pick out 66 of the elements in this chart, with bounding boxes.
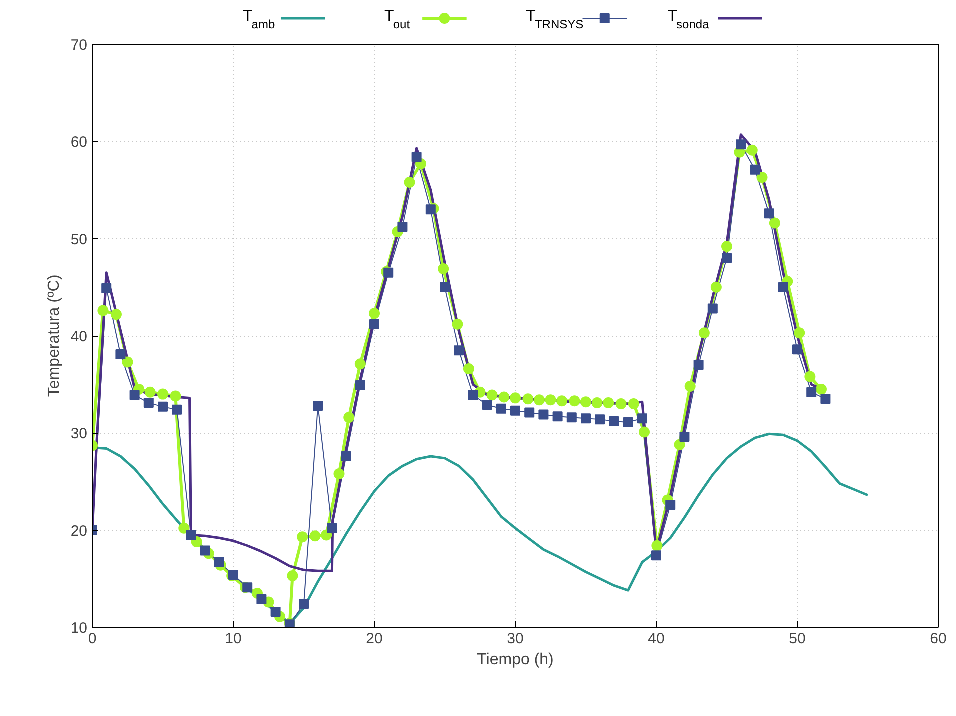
point [144,398,154,408]
point [355,380,366,391]
point [102,283,112,294]
point [524,408,535,418]
point [722,253,732,264]
point [158,402,168,412]
point [792,344,802,355]
point [426,204,436,215]
y-tick-label: 40 [70,328,88,346]
point [680,432,690,442]
x-tick-label: 40 [648,630,665,648]
x-tick-label: 60 [930,630,947,648]
y-tick-label: 10 [70,620,88,637]
point [652,550,662,561]
point [820,394,831,404]
point [750,164,760,175]
y-tick-label: 30 [70,426,88,443]
x-tick-label: 50 [789,630,806,648]
point [299,599,309,610]
point [440,282,450,292]
y-tick-label: 20 [70,522,88,540]
point [130,390,140,400]
point [595,414,606,425]
x-axis-title: Tiempo (h) [477,652,554,668]
point [256,594,267,604]
x-tick-label: 10 [225,630,242,648]
point [454,346,464,356]
point [482,400,492,410]
point [708,304,718,314]
point [510,406,520,416]
point [736,140,746,150]
point [694,360,704,370]
x-tick-label: 0 [88,630,97,648]
point [552,412,563,422]
point [341,451,352,462]
point [186,530,196,540]
point [370,319,380,330]
point [764,208,774,219]
point [623,417,634,428]
y-axis-title: Temperatura (ºC) [46,274,63,398]
point [200,546,210,556]
point [412,152,422,162]
y-tick-label: 50 [70,231,88,248]
point [313,400,324,411]
y-tick-label: 70 [70,37,88,54]
point [566,412,577,423]
point [172,404,182,415]
point [538,410,549,420]
point [398,222,408,232]
point [666,500,676,510]
point [327,523,338,534]
point [270,606,281,617]
point [778,282,788,292]
point [242,582,253,593]
point [609,416,620,427]
x-tick-label: 20 [366,630,383,648]
point [116,349,126,360]
point [806,387,817,398]
point [637,414,648,424]
point [581,414,591,424]
point [214,557,224,568]
x-tick-label: 30 [507,630,524,648]
point [384,268,394,278]
y-tick-label: 60 [70,134,88,152]
point [496,404,506,414]
point [468,390,478,400]
